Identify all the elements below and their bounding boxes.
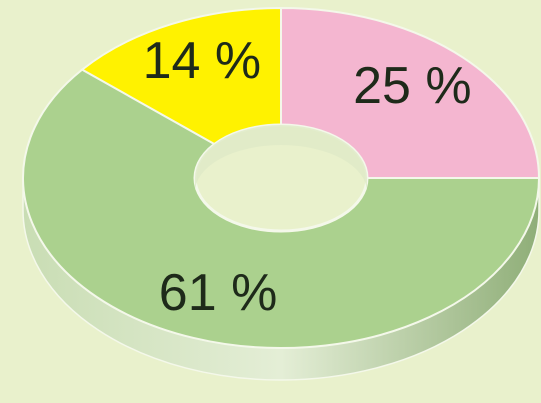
data-label: 61 % xyxy=(159,264,278,322)
data-label: 14 % xyxy=(143,32,262,90)
data-label: 25 % xyxy=(353,57,472,115)
hole-wall xyxy=(195,125,367,192)
